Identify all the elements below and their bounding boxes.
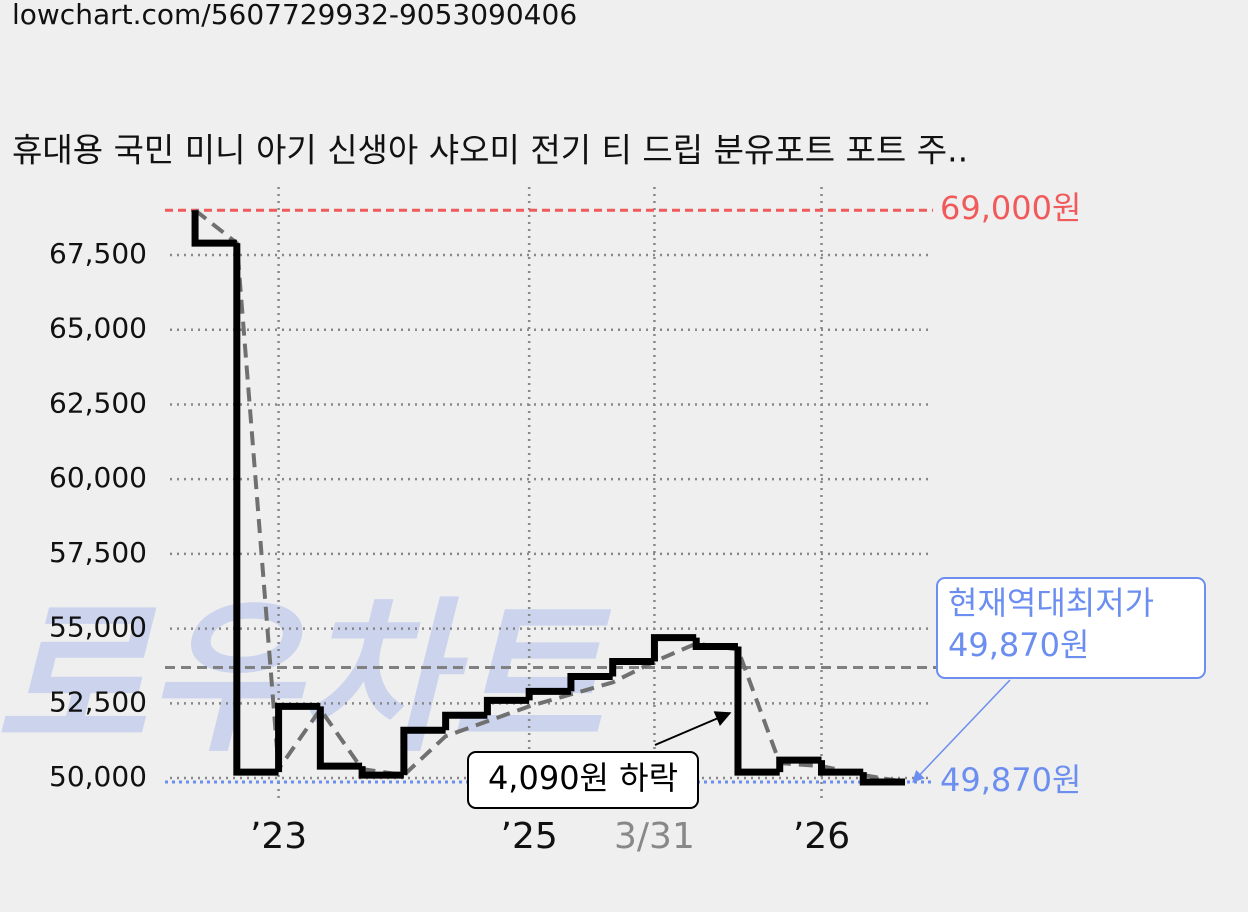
price-step <box>233 243 279 776</box>
drop-box <box>467 751 699 809</box>
price-step <box>483 696 530 716</box>
x-tick-label: ’23 <box>250 816 307 857</box>
price-step <box>358 766 404 779</box>
drop-label: 4,090원 하락 <box>488 759 678 797</box>
price-step <box>316 706 363 770</box>
price-step <box>776 756 822 773</box>
price-step <box>275 702 321 773</box>
chart-title: 휴대용 국민 미니 아기 신생아 샤오미 전기 티 드립 분유포트 포트 주.. <box>12 131 968 170</box>
price-step <box>525 687 571 701</box>
current-arrow <box>912 679 1011 783</box>
price-step <box>191 210 237 247</box>
price-step <box>859 772 906 786</box>
y-tick-label: 60,000 <box>49 461 147 494</box>
price-step <box>442 711 488 731</box>
current-label: 현재역대최저가 <box>948 584 1154 622</box>
drop-arrow <box>654 711 732 746</box>
y-tick-label: 55,000 <box>49 611 147 644</box>
price-step <box>734 646 780 776</box>
y-tick-label: 57,500 <box>49 536 147 569</box>
y-tick-label: 62,500 <box>49 386 147 419</box>
price-step <box>567 672 613 692</box>
price-step <box>609 657 655 677</box>
current-label: 49,870원 <box>948 626 1089 664</box>
url: lowchart.com/5607729932-9053090406 <box>12 0 577 31</box>
current-box <box>936 577 1206 679</box>
y-tick-label: 52,500 <box>49 685 147 718</box>
y-tick-label: 50,000 <box>49 760 147 793</box>
max-line-label: 69,000원 <box>940 189 1081 227</box>
min-line-label: 49,870원 <box>940 761 1081 799</box>
plot: 50,000 52,500 55,000 57,500 60,000 62,500 65,0… <box>49 187 1206 857</box>
price-step <box>817 760 864 776</box>
y-tick-label: 65,000 <box>49 312 147 345</box>
price-step <box>400 726 446 776</box>
y-tick-label: 67,500 <box>49 237 147 270</box>
x-tick-label: ’25 <box>501 816 558 857</box>
watermark: 로우차트 <box>0 582 611 774</box>
price-step <box>692 637 738 651</box>
x-tick-label: 3/31 <box>614 816 695 857</box>
x-tick-label: ’26 <box>793 816 850 857</box>
price-step <box>650 634 697 662</box>
